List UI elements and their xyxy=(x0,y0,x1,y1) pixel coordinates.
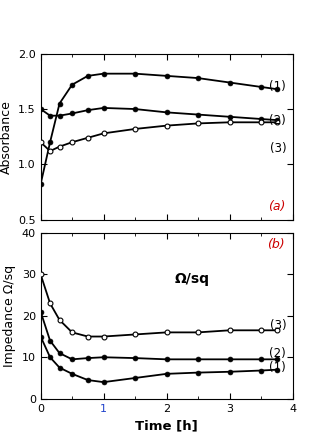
Y-axis label: Absorbance: Absorbance xyxy=(0,100,12,174)
Text: (3): (3) xyxy=(269,319,286,332)
Text: (1): (1) xyxy=(269,361,286,374)
Text: (a): (a) xyxy=(267,200,285,213)
X-axis label: Time [h]: Time [h] xyxy=(135,419,198,432)
Text: (1): (1) xyxy=(269,81,286,94)
Y-axis label: Impedance Ω/sq: Impedance Ω/sq xyxy=(3,265,16,367)
Text: Ω/sq: Ω/sq xyxy=(174,272,209,286)
Text: (2): (2) xyxy=(269,348,286,361)
Text: (3): (3) xyxy=(269,142,286,155)
Text: (2): (2) xyxy=(269,114,286,127)
Text: (b): (b) xyxy=(267,238,285,251)
